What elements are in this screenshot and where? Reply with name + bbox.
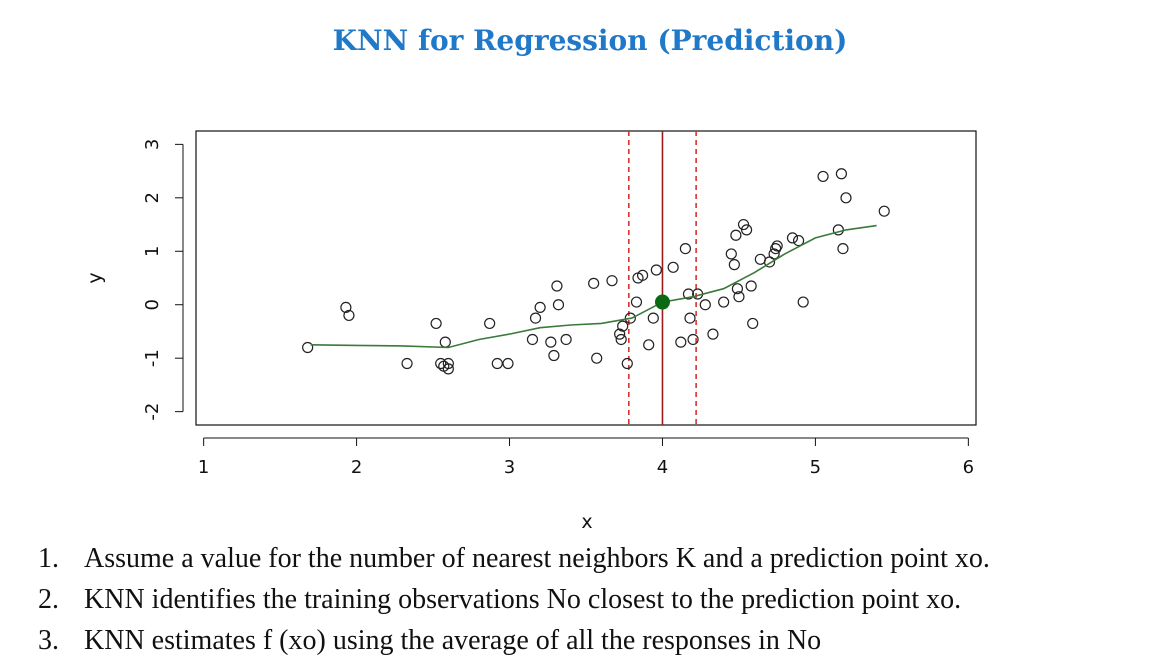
data-point: [718, 296, 730, 308]
data-point: [630, 296, 643, 308]
data-point: [835, 168, 848, 180]
y-tick-label: -1: [142, 349, 163, 367]
data-point: [502, 357, 514, 370]
data-point: [770, 243, 782, 255]
x-tick-label: 2: [351, 457, 362, 478]
data-point: [730, 229, 742, 241]
data-point: [529, 312, 542, 324]
x-tick-label: 5: [810, 457, 821, 478]
data-point: [442, 357, 454, 370]
steps-list: 1. Assume a value for the number of neare…: [38, 538, 990, 661]
data-point: [442, 363, 454, 375]
data-point: [435, 357, 447, 370]
data-point: [745, 280, 757, 292]
x-axis-label: x: [581, 511, 592, 533]
x-tick-label: 1: [198, 457, 209, 478]
knn-regression-plot: 1 2 3 4 5 6 x -2 -1 0 1 2 3 y: [84, 130, 977, 533]
y-tick-label: 1: [142, 246, 163, 257]
data-point: [439, 336, 451, 348]
data-point: [675, 336, 687, 348]
data-point: [725, 248, 737, 260]
step-number: 3.: [38, 625, 59, 656]
data-point: [768, 248, 780, 260]
data-point: [591, 352, 603, 364]
data-point: [606, 275, 618, 287]
data-point: [650, 264, 662, 276]
data-point: [792, 234, 805, 247]
axes-group: 1 2 3 4 5 6 x -2 -1 0 1 2 3 y: [84, 130, 977, 533]
data-point: [687, 333, 699, 346]
data-point: [343, 309, 355, 322]
data-point: [484, 317, 496, 330]
data-point: [430, 317, 442, 330]
data-point: [740, 224, 753, 236]
data-point: [754, 253, 766, 265]
data-point: [617, 320, 629, 332]
data-point: [699, 299, 711, 311]
data-point: [707, 328, 719, 340]
data-point: [679, 243, 692, 255]
data-point: [771, 240, 783, 252]
y-tick-label: 3: [142, 139, 163, 150]
page-title: KNN for Regression (Prediction): [332, 24, 848, 57]
step-number: 2.: [38, 584, 59, 615]
data-point: [636, 269, 649, 281]
data-point: [643, 339, 655, 351]
step-text: KNN estimates f (xo) using the average o…: [84, 625, 822, 656]
step-item: 1. Assume a value for the number of neare…: [38, 538, 990, 579]
step-text: Assume a value for the number of nearest…: [84, 543, 990, 574]
data-point: [615, 333, 627, 346]
data-point: [737, 218, 750, 231]
data-point: [621, 357, 633, 370]
marks-group: [302, 131, 890, 425]
data-point: [534, 301, 546, 313]
data-point: [797, 296, 809, 308]
data-point: [684, 312, 696, 324]
data-point: [837, 243, 849, 255]
y-tick-label: -2: [142, 403, 163, 421]
data-point: [840, 192, 852, 204]
data-point: [647, 312, 659, 324]
prediction-point: [654, 294, 670, 310]
y-axis-label: y: [84, 272, 106, 283]
step-item: 3. KNN estimates f (xo) using the average…: [38, 620, 990, 661]
data-point: [728, 259, 740, 271]
data-point: [588, 277, 600, 289]
data-point: [667, 261, 679, 273]
step-text: KNN identifies the training observations…: [84, 584, 962, 615]
data-point: [817, 170, 829, 183]
data-point: [302, 341, 314, 354]
data-point: [786, 232, 799, 244]
data-point: [614, 328, 626, 340]
data-point: [526, 333, 539, 346]
step-number: 1.: [38, 543, 59, 574]
data-point: [491, 357, 503, 370]
data-point: [733, 291, 745, 303]
x-tick-label: 4: [657, 457, 668, 478]
data-point: [340, 301, 352, 313]
data-point: [682, 288, 695, 300]
plot-frame: [195, 130, 977, 426]
step-item: 2. KNN identifies the training observatio…: [38, 579, 990, 620]
y-tick-label: 0: [142, 299, 163, 310]
data-point: [545, 336, 557, 348]
data-point: [548, 349, 560, 362]
data-point: [747, 317, 759, 330]
data-point: [878, 205, 890, 217]
data-point: [731, 283, 744, 295]
data-point: [624, 312, 636, 324]
knn-fit-line: [310, 224, 877, 349]
data-point: [551, 280, 563, 292]
x-tick-label: 3: [504, 457, 515, 478]
data-point: [401, 357, 413, 370]
y-tick-label: 2: [142, 192, 163, 203]
x-tick-label: 6: [963, 457, 974, 478]
data-point: [560, 333, 572, 346]
data-point: [552, 299, 565, 311]
